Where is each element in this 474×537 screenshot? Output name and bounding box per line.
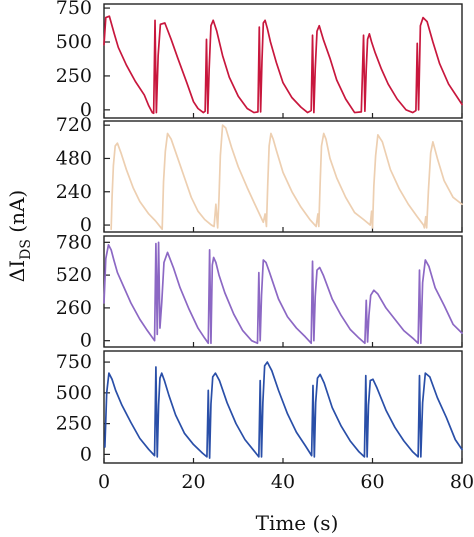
y-tick-label: 480 (56, 147, 92, 169)
series-line-3 (103, 241, 463, 345)
y-tick-label: 780 (56, 231, 92, 253)
y-tick-label: 750 (56, 351, 92, 373)
panel-frame (103, 120, 463, 233)
x-tick-label: 20 (181, 471, 205, 493)
x-axis-title: Time (s) (256, 511, 339, 535)
y-tick-label: 720 (56, 114, 92, 136)
y-tick-label: 0 (80, 443, 92, 465)
series-line-2 (110, 124, 463, 231)
y-tick-label: 240 (56, 181, 92, 203)
x-tick-label: 60 (360, 471, 384, 493)
x-tick-label: 0 (98, 471, 110, 493)
panel-3: 780 520 260 0 (56, 231, 463, 352)
y-tick-label: 500 (56, 31, 92, 53)
series-line-4 (104, 361, 463, 459)
y-tick-label: 750 (56, 0, 92, 19)
y-tick-label: 0 (80, 214, 92, 236)
y-tick-label: 250 (56, 413, 92, 435)
y-axis-title-unit: (nA) (5, 190, 29, 239)
y-tick-label: 0 (80, 99, 92, 121)
y-tick-label: 250 (56, 65, 92, 87)
y-tick-label: 0 (80, 330, 92, 352)
y-axis-title-main: ΔI (5, 260, 29, 282)
x-tick-label: 80 (450, 471, 474, 493)
x-axis: 0 20 40 60 80 (98, 471, 474, 493)
y-tick-label: 500 (56, 382, 92, 404)
panel-1: 750 500 250 0 (56, 0, 463, 121)
series-line-1 (103, 15, 463, 115)
x-tick-label: 40 (271, 471, 295, 493)
panel-4: 750 500 250 0 (56, 350, 463, 465)
y-tick-label: 260 (56, 297, 92, 319)
y-axis-title-subscript: DS (18, 239, 34, 260)
y-tick-label: 520 (56, 264, 92, 286)
panel-2: 720 480 240 0 (56, 114, 463, 236)
y-axis-title: ΔIDS (nA) (5, 190, 34, 282)
